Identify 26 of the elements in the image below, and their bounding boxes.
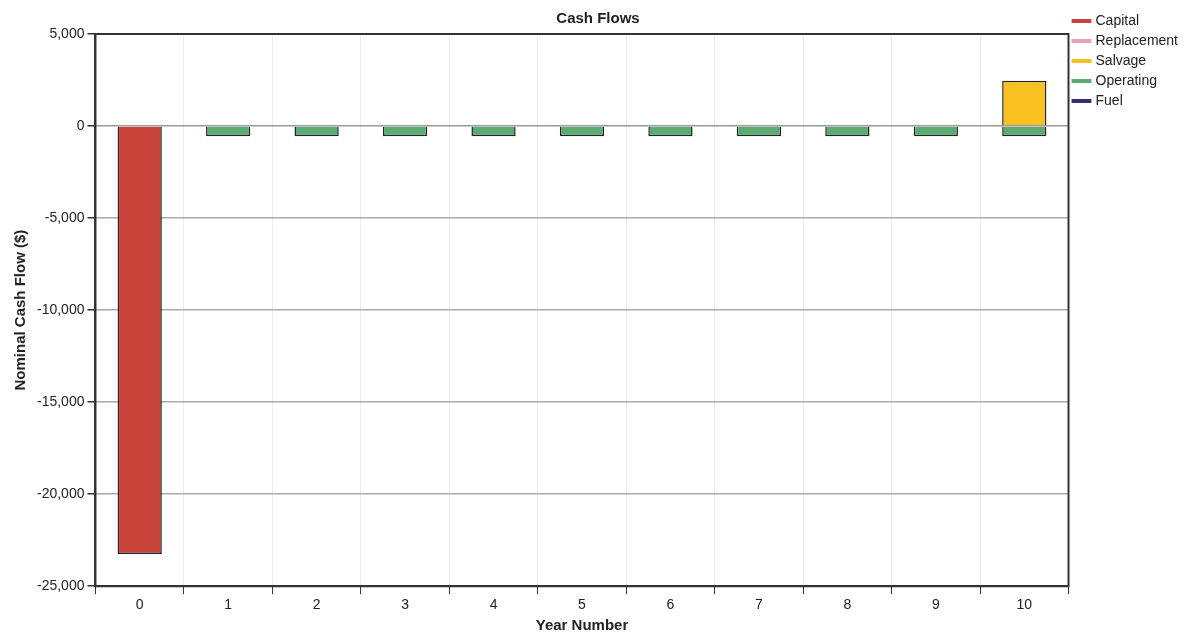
legend-label: Operating bbox=[1095, 71, 1157, 88]
x-tick-label: 10 bbox=[1016, 596, 1033, 613]
y-tick-label: 5,000 bbox=[49, 24, 85, 41]
x-tick-label: 7 bbox=[755, 596, 764, 613]
x-tick-label: 0 bbox=[135, 596, 144, 613]
x-tick-label: 9 bbox=[931, 596, 940, 613]
x-tick-label: 4 bbox=[489, 596, 498, 613]
legend-label: Replacement bbox=[1095, 31, 1179, 48]
x-tick-label: 3 bbox=[401, 596, 410, 613]
legend-label: Fuel bbox=[1095, 91, 1123, 108]
y-tick-label: 0 bbox=[76, 116, 85, 133]
x-tick-label: 5 bbox=[578, 596, 587, 613]
y-tick-label: -5,000 bbox=[44, 208, 85, 225]
legend-label: Salvage bbox=[1095, 51, 1147, 68]
y-tick-label: -25,000 bbox=[37, 577, 85, 594]
x-tick-label: 8 bbox=[843, 596, 852, 613]
x-tick-label: 2 bbox=[312, 596, 321, 613]
chart-title: Cash Flows bbox=[556, 9, 640, 27]
y-tick-label: -20,000 bbox=[37, 485, 85, 502]
x-tick-label: 6 bbox=[666, 596, 675, 613]
y-tick-label: -10,000 bbox=[37, 300, 85, 317]
x-tick-label: 1 bbox=[224, 596, 233, 613]
y-tick-label: -15,000 bbox=[37, 392, 85, 409]
x-axis-title: Year Number bbox=[535, 616, 629, 634]
legend-label: Capital bbox=[1095, 11, 1140, 28]
y-axis-title: Nominal Cash Flow ($) bbox=[11, 229, 29, 391]
